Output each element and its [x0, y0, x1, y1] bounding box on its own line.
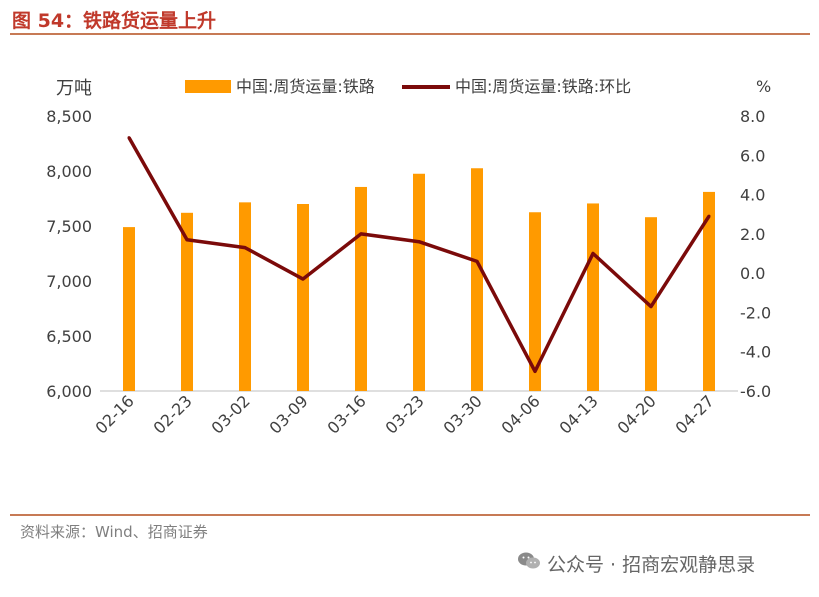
y-right-tick-label: -2.0 — [740, 303, 771, 322]
line-point — [243, 246, 247, 250]
line-point — [533, 369, 537, 373]
bottom-rule — [10, 514, 810, 516]
wechat-icon — [517, 551, 541, 576]
x-tick-label: 03-09 — [266, 391, 312, 437]
x-tick-label: 04-27 — [672, 391, 718, 437]
y-left-tick-label: 8,000 — [46, 162, 92, 181]
x-tick-label: 04-13 — [556, 391, 602, 437]
x-tick-label: 04-06 — [498, 391, 544, 437]
bar — [587, 203, 599, 391]
bar — [471, 168, 483, 391]
watermark-text: 公众号 · 招商宏观静思录 — [547, 554, 756, 576]
line-point — [707, 214, 711, 218]
figure-title: 图 54：铁路货运量上升 — [12, 10, 217, 32]
y-right-tick-label: -6.0 — [740, 382, 771, 401]
bar — [181, 212, 193, 391]
y-left-tick-label: 7,000 — [46, 272, 92, 291]
bar — [355, 186, 367, 391]
line-point — [591, 252, 595, 255]
x-tick-label: 02-16 — [92, 391, 138, 437]
x-tick-label: 03-02 — [208, 391, 254, 437]
y-right-tick-label: 6.0 — [740, 146, 765, 165]
y-left-axis-label: 万吨 — [56, 78, 92, 99]
legend-swatch-bar — [185, 80, 231, 93]
y-left-tick-label: 6,500 — [46, 327, 92, 346]
bar — [239, 202, 251, 391]
x-tick-label: 03-16 — [324, 391, 370, 437]
y-right-tick-label: 0.0 — [740, 264, 765, 283]
line-point — [475, 259, 479, 263]
legend-label-bar: 中国:周货运量:铁路 — [236, 77, 375, 96]
x-tick-label: 03-23 — [382, 391, 428, 437]
y-right-tick-label: 2.0 — [740, 225, 765, 244]
y-right-axis-label: % — [756, 77, 771, 96]
line-point — [649, 305, 653, 309]
line-point — [301, 277, 305, 281]
bar — [123, 227, 135, 391]
bar — [297, 204, 309, 391]
y-right-tick-label: -4.0 — [740, 343, 771, 362]
legend-label-line: 中国:周货运量:铁路:环比 — [455, 77, 631, 96]
y-left-tick-label: 7,500 — [46, 217, 92, 236]
y-right-tick-label: 4.0 — [740, 186, 765, 205]
x-tick-label: 04-20 — [614, 391, 660, 437]
line-point — [185, 238, 189, 242]
y-left-tick-label: 6,000 — [46, 382, 92, 401]
x-tick-label: 03-30 — [440, 391, 486, 437]
bar — [529, 212, 541, 391]
line-point — [359, 232, 363, 236]
bar — [413, 173, 425, 391]
watermark: 公众号 · 招商宏观静思录 — [517, 550, 755, 577]
bar — [703, 191, 715, 391]
line-point — [417, 240, 421, 244]
x-tick-label: 02-23 — [150, 391, 196, 437]
line-point — [127, 136, 131, 140]
y-left-tick-label: 8,500 — [46, 107, 92, 126]
source-note: 资料来源：Wind、招商证券 — [20, 523, 208, 541]
top-rule — [10, 33, 810, 35]
y-right-tick-label: 8.0 — [740, 107, 765, 126]
